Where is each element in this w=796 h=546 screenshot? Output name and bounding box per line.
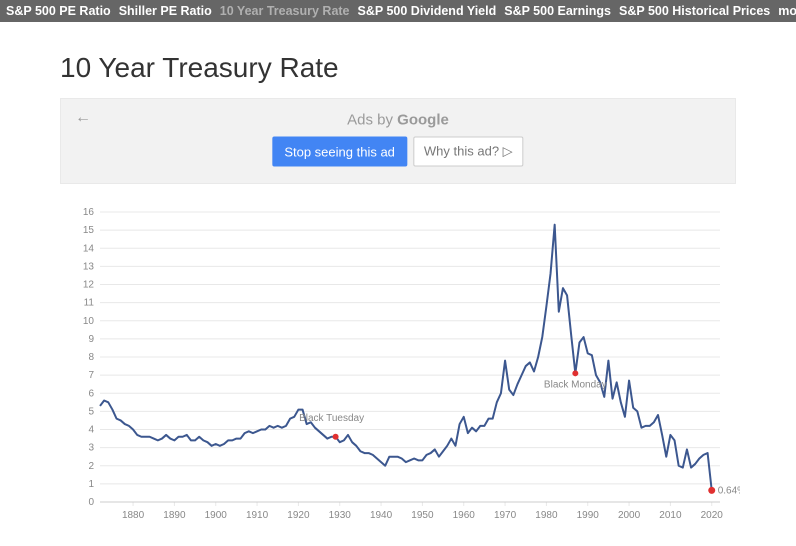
x-tick-label: 1970 xyxy=(494,510,517,521)
page-title: 10 Year Treasury Rate xyxy=(60,52,736,84)
y-tick-label: 0 xyxy=(88,497,94,508)
x-tick-label: 1990 xyxy=(577,510,600,521)
y-tick-label: 14 xyxy=(83,243,95,254)
y-tick-label: 16 xyxy=(83,207,95,218)
stop-seeing-ad-button[interactable]: Stop seeing this ad xyxy=(272,137,407,167)
annotation-marker xyxy=(333,434,339,440)
y-tick-label: 15 xyxy=(83,225,95,236)
y-tick-label: 7 xyxy=(88,370,94,381)
ads-by-label: Ads by Google xyxy=(272,112,523,129)
x-tick-label: 2000 xyxy=(618,510,641,521)
x-tick-label: 2020 xyxy=(701,510,724,521)
y-tick-label: 4 xyxy=(88,425,94,436)
y-tick-label: 9 xyxy=(88,334,94,345)
y-tick-label: 12 xyxy=(83,280,95,291)
x-tick-label: 2010 xyxy=(659,510,682,521)
why-this-ad-button[interactable]: Why this ad? ▷ xyxy=(413,137,524,167)
y-tick-label: 3 xyxy=(88,443,94,454)
y-tick-label: 2 xyxy=(88,461,94,472)
y-tick-label: 10 xyxy=(83,316,95,327)
nav-item[interactable]: S&P 500 Historical Prices xyxy=(619,4,770,18)
annotation-label: Black Tuesday xyxy=(299,413,364,424)
annotation-label: Black Monday xyxy=(544,379,607,390)
y-tick-label: 8 xyxy=(88,352,94,363)
x-tick-label: 1900 xyxy=(205,510,228,521)
nav-item[interactable]: S&P 500 Dividend Yield xyxy=(358,4,497,18)
x-tick-label: 1940 xyxy=(370,510,393,521)
ad-box: ← Ads by Google Stop seeing this ad Why … xyxy=(60,98,736,184)
end-marker xyxy=(708,487,715,494)
y-tick-label: 1 xyxy=(88,479,94,490)
y-tick-label: 11 xyxy=(84,298,95,309)
x-tick-label: 1880 xyxy=(122,510,145,521)
ad-back-arrow[interactable]: ← xyxy=(75,109,91,127)
nav-item[interactable]: S&P 500 Earnings xyxy=(504,4,611,18)
nav-item[interactable]: more xyxy=(778,4,796,18)
y-tick-label: 6 xyxy=(88,388,94,399)
content: 10 Year Treasury Rate ← Ads by Google St… xyxy=(0,22,796,542)
annotation-marker xyxy=(572,370,578,376)
x-tick-label: 1910 xyxy=(246,510,269,521)
x-tick-label: 1890 xyxy=(163,510,186,521)
x-tick-label: 1930 xyxy=(329,510,352,521)
x-tick-label: 1950 xyxy=(411,510,434,521)
x-tick-label: 1980 xyxy=(535,510,558,521)
y-tick-label: 13 xyxy=(83,261,95,272)
y-tick-label: 5 xyxy=(88,406,94,417)
treasury-rate-chart: 0123456789101112131415161880189019001910… xyxy=(60,202,736,532)
nav-item[interactable]: Shiller PE Ratio xyxy=(119,4,212,18)
google-logo-text: Google xyxy=(397,112,449,129)
top-nav: S&P 500 PE Ratio Shiller PE Ratio 10 Year … xyxy=(0,0,796,22)
rate-line xyxy=(100,225,712,491)
nav-item[interactable]: 10 Year Treasury Rate xyxy=(220,4,350,18)
end-label: 0.64% xyxy=(718,485,740,496)
x-tick-label: 1920 xyxy=(287,510,310,521)
nav-item[interactable]: S&P 500 PE Ratio xyxy=(6,4,111,18)
chart-svg: 0123456789101112131415161880189019001910… xyxy=(60,202,740,532)
x-tick-label: 1960 xyxy=(453,510,476,521)
